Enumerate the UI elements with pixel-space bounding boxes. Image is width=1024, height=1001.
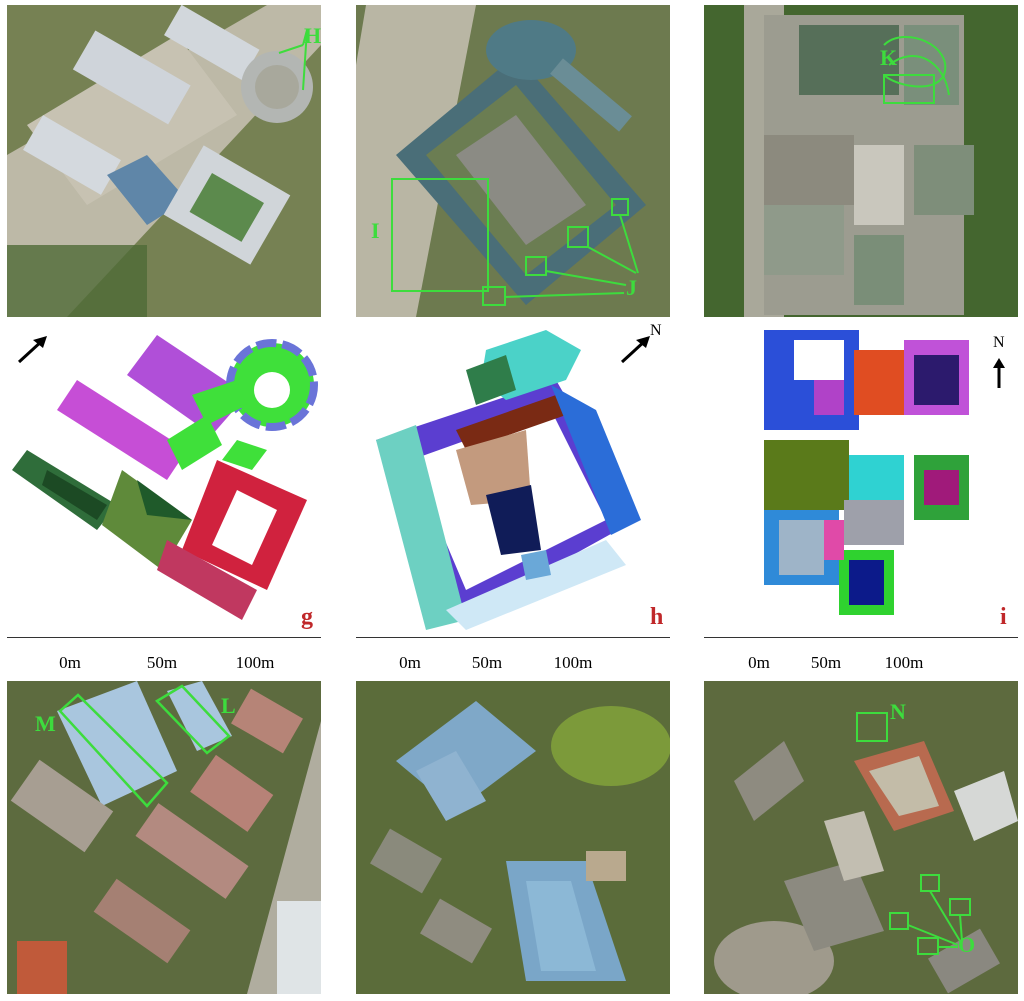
scale-tick-0m: 0m [59,653,81,672]
north-arrow-icon [17,336,47,364]
panel-letter-g: g [301,604,313,630]
label-l: L [221,693,236,718]
segmentation-h: N h [356,320,686,632]
aerial-image-3-svg [704,5,1018,317]
aerial-image-8-svg [356,681,670,994]
label-m: M [35,711,56,736]
scale-tick-50m: 50m [471,653,503,672]
aerial-image-2: I J [356,5,670,317]
segmentation-i: N i [704,320,1018,632]
aerial-image-2-svg [356,5,670,317]
scale-bar-2: 0m 50m 100m [356,637,670,677]
aerial-image-1-svg [7,5,321,317]
scale-tick-50m: 50m [146,653,178,672]
label-h: H [304,23,321,48]
aerial-image-1: H [7,5,321,317]
label-j: J [626,275,637,300]
scale-tick-50m: 50m [810,653,842,672]
scale-tick-0m: 0m [748,653,770,672]
aerial-image-8 [356,681,670,994]
segmentation-i-svg [764,330,969,615]
north-label-i: N [993,334,1005,351]
panel-letter-h: h [650,604,664,630]
scale-bar-1: 0m 50m 100m [7,637,321,677]
segmentation-g: N g [7,320,337,632]
aerial-image-9: N O [704,681,1018,994]
scale-tick-0m: 0m [399,653,421,672]
scale-tick-100m: 100m [553,653,593,672]
scale-line [704,637,1018,638]
scale-line [7,637,321,638]
scale-tick-100m: 100m [884,653,924,672]
scale-bar-3: 0m 50m 100m [704,637,1018,677]
north-label-h: N [650,322,662,339]
scale-line [356,637,670,638]
label-o: O [958,932,976,957]
segmentation-h-svg [376,330,641,630]
aerial-image-7-svg [7,681,321,994]
aerial-image-9-svg [704,681,1018,994]
panel-letter-i: i [1000,604,1007,630]
aerial-image-3: K [704,5,1018,317]
scale-tick-100m: 100m [235,653,275,672]
north-arrow-icon [620,336,650,364]
label-n: N [890,699,906,724]
aerial-image-7: M L [7,681,321,994]
label-k: K [880,45,898,70]
label-i: I [371,218,380,243]
north-arrow-icon [993,358,1005,388]
segmentation-g-svg [12,335,318,620]
